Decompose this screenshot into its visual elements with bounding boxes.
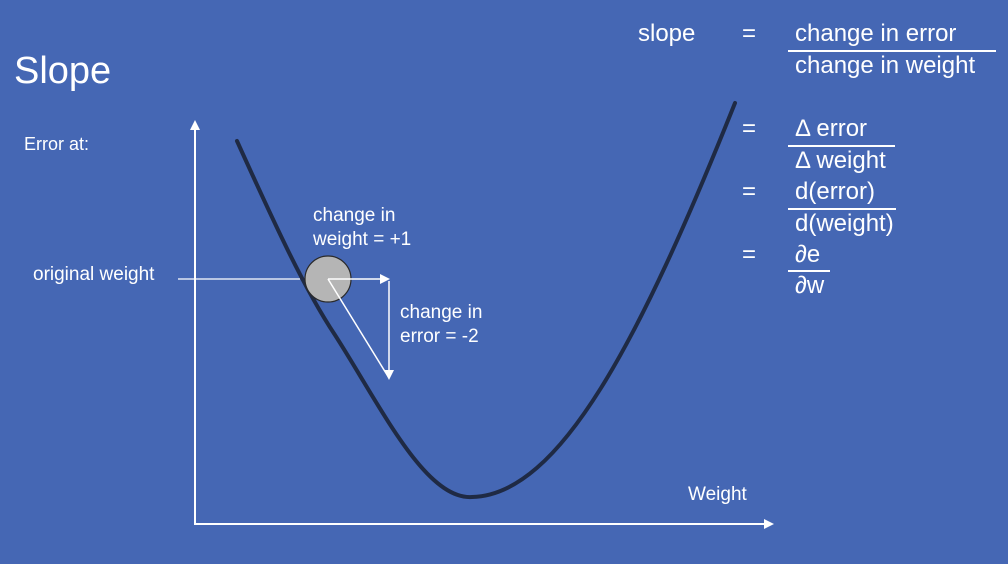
slope-term: slope <box>638 20 696 47</box>
original-weight-label: original weight <box>33 264 155 285</box>
equals-sign-2: = <box>742 115 757 142</box>
row1-denominator: change in weight <box>795 52 976 79</box>
equals-sign-4: = <box>742 241 757 268</box>
change-in-error-label: change in error = -2 <box>400 301 482 349</box>
slope-hypotenuse <box>327 278 390 379</box>
row4-fraction-bar <box>788 270 830 272</box>
error-curve <box>235 101 737 500</box>
row2-denominator: Δ weight <box>795 147 886 174</box>
change-in-error-line2: error = -2 <box>400 326 479 347</box>
row4-numerator: ∂e <box>795 241 821 268</box>
x-axis-label: Weight <box>688 484 747 505</box>
y-axis-label: Error at: <box>24 134 90 154</box>
row2-numerator: Δ error <box>795 115 868 142</box>
row1-fraction-bar <box>788 50 996 52</box>
equals-sign-1: = <box>742 20 757 47</box>
change-in-error-line1: change in <box>400 302 483 323</box>
change-in-weight-line1: change in <box>313 205 396 226</box>
equals-sign-3: = <box>742 178 757 205</box>
change-in-weight-line2: weight = +1 <box>313 229 412 250</box>
slide-title: Slope <box>14 50 112 92</box>
row3-fraction-bar <box>788 208 896 210</box>
row1-numerator: change in error <box>795 20 957 47</box>
row3-numerator: d(error) <box>795 178 876 205</box>
change-in-weight-label: change in weight = +1 <box>313 204 411 252</box>
row3-denominator: d(weight) <box>795 210 894 237</box>
row2-fraction-bar <box>788 145 895 147</box>
row4-denominator: ∂w <box>795 272 825 299</box>
